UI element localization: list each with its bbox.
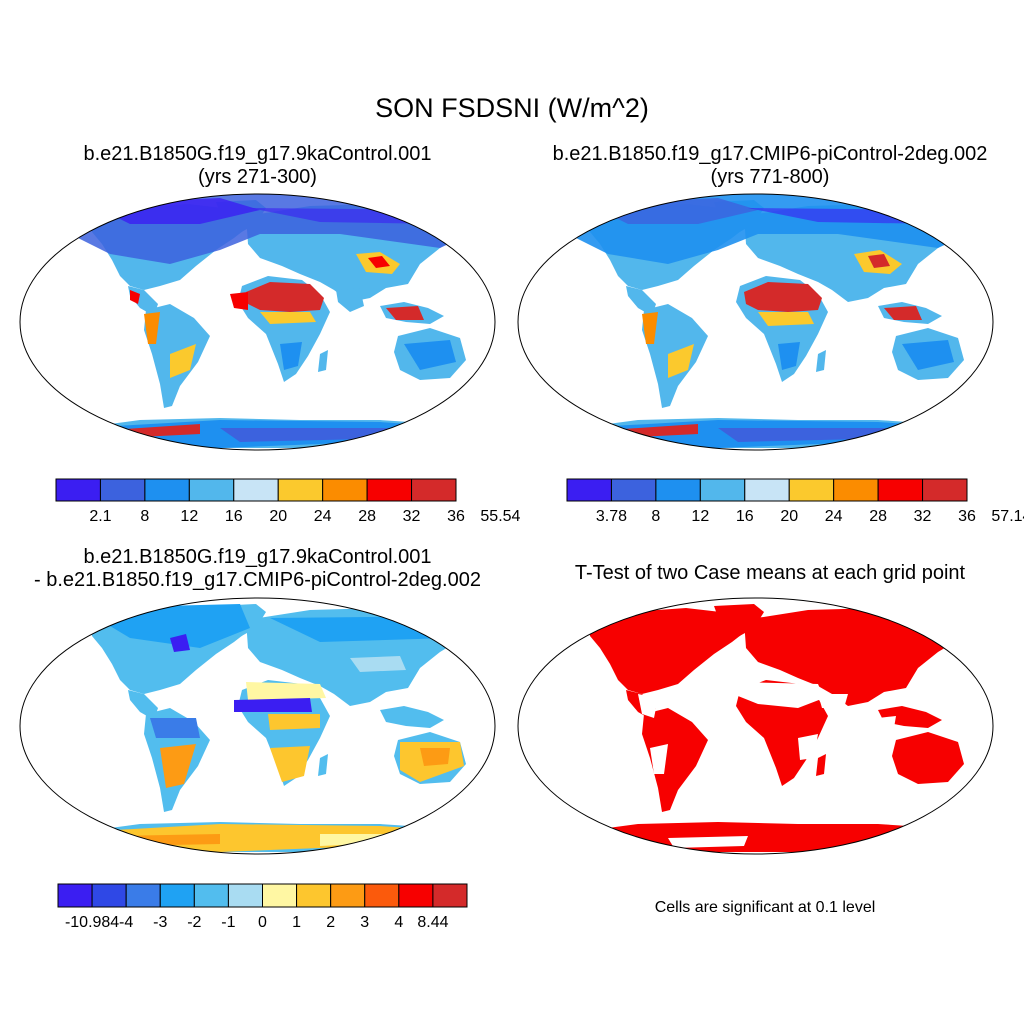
colorbar-swatch <box>277 478 324 502</box>
colorbar-swatch <box>99 478 146 502</box>
colorbar-tick-label: 20 <box>780 508 798 525</box>
colorbar-swatch <box>188 478 235 502</box>
colorbar-tick-label: 8 <box>140 508 149 525</box>
colorbar-tick-label: 3.78 <box>596 508 627 525</box>
colorbar-swatch <box>193 883 229 908</box>
panel-title-difference-line2: - b.e21.B1850.f19_g17.CMIP6-piControl-2d… <box>34 569 481 591</box>
colorbar-swatch <box>57 883 93 908</box>
colorbar-tick-label: 0 <box>258 914 267 931</box>
panel-title-case1-line1: b.e21.B1850G.f19_g17.9kaControl.001 <box>83 143 432 165</box>
colorbar-tick-label: 57.14 <box>991 508 1024 525</box>
colorbar-tick-label: 3 <box>360 914 369 931</box>
colorbar-tick-label: 12 <box>180 508 198 525</box>
colorbar-tick-label: 16 <box>225 508 243 525</box>
colorbar-difference: -10.984 -4 -3 -2 -1 0 1 2 3 4 8.44 <box>57 883 468 931</box>
colorbar-swatch <box>144 478 190 502</box>
colorbar-tick-label: 24 <box>825 508 843 525</box>
colorbar-tick-label: 4 <box>394 914 403 931</box>
colorbar-swatch <box>744 478 790 502</box>
map-panel-difference <box>19 597 496 855</box>
panel-title-case1-line2: (yrs 271-300) <box>198 166 317 188</box>
panel-title-difference-line1: b.e21.B1850G.f19_g17.9kaControl.001 <box>83 546 432 568</box>
colorbar-swatch <box>330 883 366 908</box>
colorbar-tick-label: 36 <box>958 508 976 525</box>
colorbar-tick-label: 28 <box>358 508 376 525</box>
map-panel-case2 <box>517 193 994 451</box>
panel-title-case2: b.e21.B1850.f19_g17.CMIP6-piControl-2deg… <box>514 143 1024 189</box>
significance-note: Cells are significant at 0.1 level <box>654 899 876 916</box>
colorbar-tick-label: -4 <box>119 914 133 931</box>
colorbar-swatch <box>296 883 332 908</box>
colorbar-tick-label: 12 <box>691 508 709 525</box>
colorbar-tick-label: 28 <box>869 508 887 525</box>
colorbar-case2: 3.78 8 12 16 20 24 28 32 36 57.14 <box>566 478 1024 525</box>
panel-title-difference: b.e21.B1850G.f19_g17.9kaControl.001 - b.… <box>0 546 515 592</box>
colorbar-swatch <box>364 883 400 908</box>
figure-title: SON FSDSNI (W/m^2) <box>375 93 649 123</box>
panel-title-case1: b.e21.B1850G.f19_g17.9kaControl.001 (yrs… <box>20 143 495 189</box>
panel-title-case2-line2: (yrs 771-800) <box>710 166 830 188</box>
colorbar-swatch <box>322 478 368 502</box>
colorbar-tick-label: 55.54 <box>480 508 520 525</box>
colorbar-swatch <box>227 883 264 908</box>
colorbar-tick-label: 24 <box>314 508 332 525</box>
colorbar-swatch <box>411 478 457 502</box>
colorbar-tick-label: -10.984 <box>65 914 119 931</box>
colorbar-swatch <box>922 478 968 502</box>
colorbar-tick-label: 8.44 <box>417 914 448 931</box>
map-panel-ttest <box>517 597 994 855</box>
colorbar-swatch <box>91 883 127 908</box>
colorbar-tick-label: -2 <box>187 914 201 931</box>
colorbar-swatch <box>366 478 413 502</box>
map-panel-case1 <box>19 193 496 451</box>
panel-title-case2-line1: b.e21.B1850.f19_g17.CMIP6-piControl-2deg… <box>552 143 988 165</box>
colorbar-tick-label: 1 <box>292 914 301 931</box>
colorbar-swatch <box>699 478 746 502</box>
colorbar-tick-label: -1 <box>221 914 235 931</box>
colorbar-swatch <box>655 478 701 502</box>
colorbar-tick-label: 16 <box>736 508 754 525</box>
colorbar-case1: 2.1 8 12 16 20 24 28 32 36 55.54 <box>55 478 521 525</box>
colorbar-tick-label: 2.1 <box>89 508 111 525</box>
colorbar-swatch <box>610 478 657 502</box>
colorbar-swatch <box>788 478 835 502</box>
colorbar-swatch <box>55 478 101 502</box>
colorbar-swatch <box>159 883 195 908</box>
colorbar-tick-label: 36 <box>447 508 465 525</box>
colorbar-tick-label: 8 <box>651 508 660 525</box>
colorbar-swatch <box>262 883 298 908</box>
colorbar-swatch <box>833 478 879 502</box>
colorbar-tick-label: 2 <box>326 914 335 931</box>
colorbar-swatch <box>432 883 468 908</box>
colorbar-swatch <box>125 883 161 908</box>
colorbar-swatch <box>398 883 434 908</box>
colorbar-swatch <box>877 478 924 502</box>
panel-title-ttest: T-Test of two Case means at each grid po… <box>574 562 966 584</box>
colorbar-swatch <box>233 478 279 502</box>
colorbar-tick-label: 32 <box>403 508 421 525</box>
colorbar-tick-label: 32 <box>914 508 932 525</box>
colorbar-swatch <box>566 478 612 502</box>
colorbar-tick-label: -3 <box>153 914 167 931</box>
colorbar-tick-label: 20 <box>269 508 287 525</box>
